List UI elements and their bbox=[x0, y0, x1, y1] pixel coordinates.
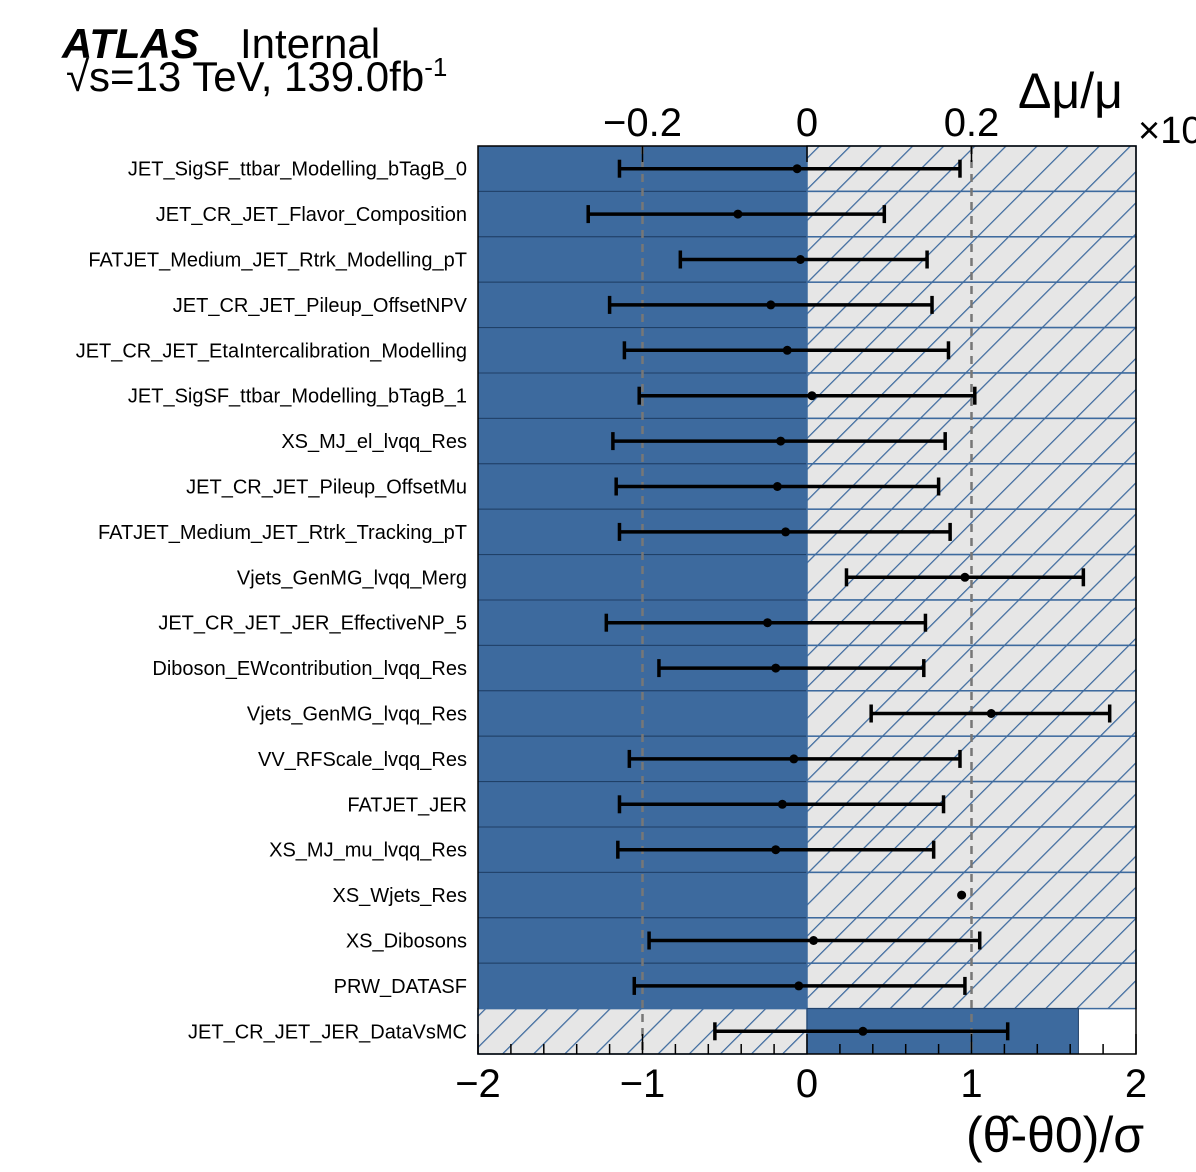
parameter-label: XS_MJ_el_lvqq_Res bbox=[281, 431, 467, 453]
pull-marker bbox=[733, 209, 743, 219]
parameter-label: VV_RFScale_lvqq_Res bbox=[258, 749, 467, 771]
parameter-label: JET_SigSF_ttbar_Modelling_bTagB_0 bbox=[128, 159, 467, 181]
top-tick-label: 0.2 bbox=[944, 101, 1000, 145]
top-axis-title: Δμ/μ bbox=[1018, 63, 1123, 119]
internal-label: Internal bbox=[240, 20, 381, 67]
pull-marker bbox=[807, 391, 817, 401]
bottom-tick-label: 0 bbox=[796, 1062, 818, 1106]
parameter-label: JET_CR_JET_Pileup_OffsetNPV bbox=[173, 295, 468, 317]
pull-marker bbox=[776, 436, 786, 446]
impact-solid-bar bbox=[477, 554, 808, 601]
parameter-label: Vjets_GenMG_lvqq_Merg bbox=[237, 567, 467, 589]
parameter-label: JET_CR_JET_EtaIntercalibration_Modelling bbox=[76, 340, 467, 362]
pull-marker bbox=[766, 300, 776, 310]
pull-marker bbox=[782, 345, 792, 355]
parameter-label: JET_CR_JET_Flavor_Composition bbox=[156, 204, 467, 226]
bottom-tick-label: 1 bbox=[960, 1062, 982, 1106]
bottom-tick-label: −2 bbox=[455, 1062, 501, 1106]
bottom-axis-title: (θ̂-θ0)/σ bbox=[966, 1107, 1145, 1163]
top-tick-label: 0 bbox=[796, 101, 818, 145]
pull-marker bbox=[777, 799, 787, 809]
top-tick-label: −0.2 bbox=[603, 101, 682, 145]
parameter-label: PRW_DATASF bbox=[334, 976, 467, 998]
pull-marker bbox=[986, 709, 996, 718]
energy-lumi-text: √s=13 TeV, 139.0fb bbox=[66, 53, 425, 100]
parameter-label: XS_Wjets_Res bbox=[333, 885, 468, 907]
parameter-label: Vjets_GenMG_lvqq_Res bbox=[247, 704, 467, 726]
top-axis-multiplier: ×10 bbox=[1138, 110, 1196, 152]
pull-marker bbox=[960, 572, 970, 582]
pull-marker bbox=[789, 754, 799, 764]
parameter-label: JET_SigSF_ttbar_Modelling_bTagB_1 bbox=[128, 386, 467, 408]
atlas-label: ATLAS bbox=[62, 20, 199, 67]
parameter-label: JET_CR_JET_JER_EffectiveNP_5 bbox=[158, 613, 467, 635]
lumi-exponent: -1 bbox=[424, 52, 448, 82]
pull-marker bbox=[792, 164, 802, 174]
parameter-label: XS_MJ_mu_lvqq_Res bbox=[269, 840, 467, 862]
parameter-label: FATJET_JER bbox=[347, 794, 467, 816]
pull-marker bbox=[781, 527, 791, 537]
pull-marker bbox=[858, 1026, 868, 1036]
energy-lumi-label: √s=13 TeV, 139.0fb-1 bbox=[66, 52, 447, 101]
pull-marker bbox=[794, 981, 804, 991]
pull-marker bbox=[771, 663, 781, 673]
pull-marker bbox=[763, 618, 773, 628]
pull-marker bbox=[771, 845, 781, 855]
pull-marker bbox=[809, 936, 819, 945]
parameter-label: FATJET_Medium_JET_Rtrk_Modelling_pT bbox=[88, 250, 467, 272]
parameter-label: Diboson_EWcontribution_lvqq_Res bbox=[152, 658, 467, 680]
pull-marker bbox=[957, 890, 967, 900]
parameter-label: FATJET_Medium_JET_Rtrk_Tracking_pT bbox=[98, 522, 467, 544]
parameter-label: JET_CR_JET_JER_DataVsMC bbox=[188, 1021, 467, 1043]
bottom-tick-label: −1 bbox=[620, 1062, 666, 1106]
pull-marker bbox=[772, 482, 782, 491]
parameter-label: XS_Dibosons bbox=[346, 931, 467, 953]
pull-marker bbox=[795, 255, 805, 264]
parameter-label: JET_CR_JET_Pileup_OffsetMu bbox=[186, 477, 467, 499]
bottom-tick-label: 2 bbox=[1125, 1062, 1147, 1106]
